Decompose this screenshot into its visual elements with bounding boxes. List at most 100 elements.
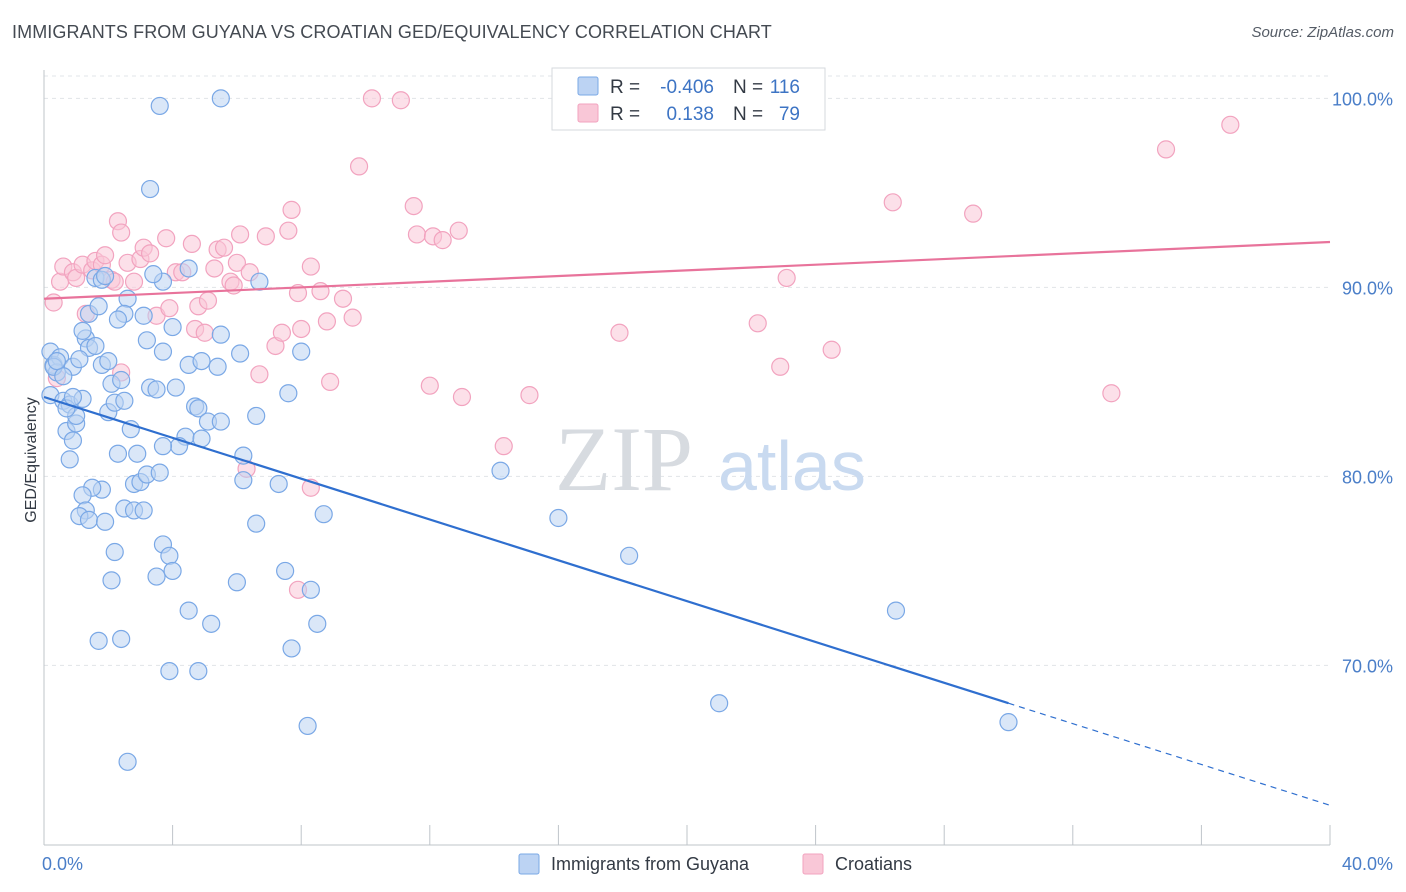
croatians-point (227, 253, 246, 272)
guyana-point (89, 297, 108, 316)
croatians-point (321, 372, 340, 391)
croatians-point (292, 319, 311, 339)
guyana-point (298, 716, 317, 736)
croatians-point (282, 200, 301, 219)
croatians-point (160, 299, 179, 318)
croatians-point (182, 234, 201, 254)
croatians-point (112, 223, 131, 242)
croatians-point (195, 323, 214, 342)
guyana-point (549, 508, 568, 528)
guyana-point (112, 629, 131, 649)
guyana-point (886, 601, 906, 620)
croatians-point (333, 289, 353, 308)
y-axis-title: GED/Equivalency (23, 397, 40, 522)
croatians-point (883, 193, 902, 212)
legend-r-value-2: 0.138 (666, 104, 714, 125)
guyana-trend-line (43, 395, 1009, 705)
croatians-point (279, 221, 298, 240)
guyana-point (118, 752, 137, 771)
source-label: Source: ZipAtlas.com (1251, 24, 1394, 41)
guyana-point (308, 614, 327, 633)
watermark-atlas: atlas (718, 427, 866, 505)
guyana-point (63, 387, 83, 407)
watermark: ZIP atlas (555, 408, 866, 510)
guyana-point (166, 378, 185, 397)
croatians-trend-line (43, 240, 1331, 300)
guyana-point (79, 510, 99, 529)
croatians-point (301, 257, 320, 276)
bottom-legend: Immigrants from Guyana Croatians (518, 853, 912, 875)
croatians-point (433, 231, 452, 250)
guyana-point (179, 259, 198, 278)
guyana-point (134, 501, 153, 520)
guyana-point (710, 694, 729, 713)
guyana-point (54, 367, 73, 386)
croatians-point (205, 259, 224, 278)
guyana-point (95, 266, 115, 286)
croatians-point (494, 437, 513, 456)
guyana-point (189, 661, 208, 681)
legend-r-value-1: -0.406 (660, 77, 714, 98)
bottom-legend-swatch-croatians (802, 853, 824, 875)
croatians-point (771, 357, 790, 376)
guyana-point (269, 474, 288, 494)
croatians-point (777, 268, 796, 288)
guyana-point (189, 399, 208, 418)
guyana-point (211, 412, 230, 431)
croatians-point (610, 323, 629, 342)
croatians-point (404, 196, 423, 216)
croatians-point (250, 365, 269, 384)
y-tick-label-3: 70.0% (1342, 656, 1393, 676)
guyana-point (227, 573, 246, 592)
guyana-point (150, 96, 169, 116)
guyana-point (276, 561, 295, 581)
croatians-point (349, 157, 369, 176)
guyana-point (163, 317, 182, 337)
legend-n-value-1: 116 (770, 77, 800, 98)
croatians-point (449, 221, 468, 240)
croatians-point (748, 314, 767, 333)
guyana-point (153, 437, 173, 456)
guyana-point (160, 661, 179, 681)
croatians-point (157, 229, 176, 248)
guyana-point (211, 89, 230, 108)
croatians-point (44, 293, 63, 312)
guyana-point (208, 357, 227, 376)
guyana-point (314, 505, 333, 524)
croatians-points (44, 89, 1240, 599)
guyana-point (250, 272, 269, 291)
x-tick-labels: 0.0% 40.0% (42, 854, 1393, 874)
guyana-point (231, 344, 250, 363)
guyana-point (108, 444, 128, 463)
guyana-point (86, 336, 105, 356)
guyana-point (234, 471, 253, 490)
guyana-point (279, 384, 298, 403)
guyana-point (89, 631, 108, 650)
guyana-point (999, 713, 1018, 732)
guyana-point (147, 567, 166, 586)
guyana-point (163, 561, 182, 581)
guyana-point (63, 431, 83, 450)
guyana-point (179, 601, 198, 620)
guyana-point (47, 351, 66, 371)
guyana-point (108, 310, 128, 329)
legend-swatch-croatians (577, 103, 599, 123)
croatians-point (391, 91, 410, 110)
croatians-point (214, 238, 234, 257)
guyana-point (60, 450, 79, 469)
legend-box: R = -0.406 N = 116 R = 0.138 N = 79 (551, 67, 826, 131)
guyana-point (73, 486, 92, 505)
guyana-point (99, 351, 118, 371)
guyana-point (247, 406, 266, 426)
guyana-point (137, 331, 156, 350)
croatians-point (256, 227, 275, 246)
bottom-legend-label-croatians: Croatians (835, 854, 912, 874)
croatians-point (343, 308, 362, 327)
guyana-point (102, 571, 121, 590)
y-tick-label-0: 100.0% (1332, 89, 1393, 109)
bottom-legend-swatch-guyana (518, 853, 540, 875)
trend-lines (43, 240, 1331, 806)
guyana-point (202, 614, 221, 633)
guyana-point (118, 289, 137, 308)
